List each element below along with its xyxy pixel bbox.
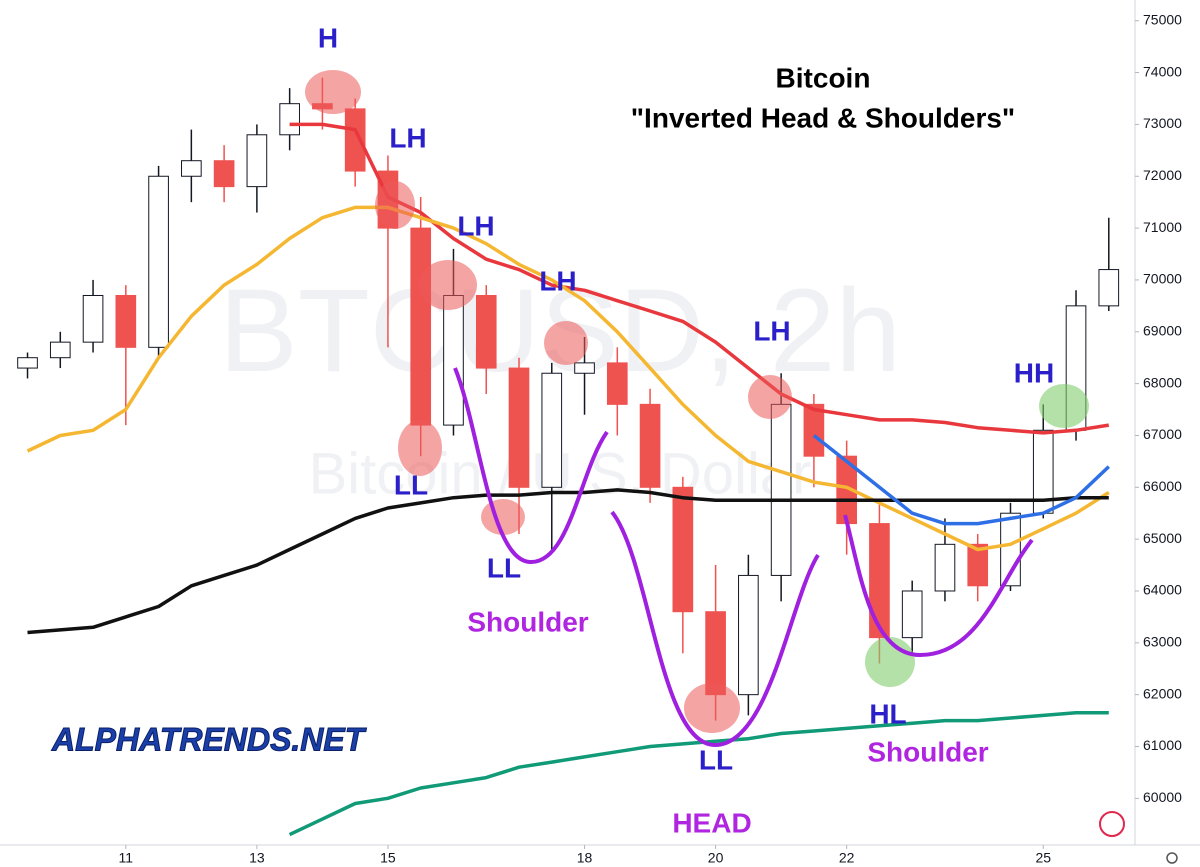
annotation: HEAD (672, 807, 751, 838)
candle-body (475, 294, 497, 369)
highlight-circle (865, 637, 915, 687)
highlight-circle (1039, 384, 1089, 428)
moving-average-line (288, 711, 1109, 837)
annotation: LH (389, 122, 426, 153)
x-tick-label: 11 (119, 850, 134, 866)
candle-body (574, 362, 595, 374)
y-tick-label: 68000 (1143, 374, 1182, 390)
x-tick-label: 13 (249, 850, 265, 866)
candle-body (869, 523, 890, 639)
highlight-circle (544, 321, 588, 365)
chart-subtitle: "Inverted Head & Shoulders" (631, 102, 1015, 133)
candle-body (181, 160, 202, 177)
x-tick-label: 25 (1035, 850, 1051, 866)
candle-body (279, 103, 300, 136)
moving-average-line (289, 122, 1110, 435)
highlight-circle (748, 375, 792, 419)
moving-average-line (27, 488, 1109, 635)
y-tick-label: 65000 (1143, 530, 1182, 546)
y-tick-label: 69000 (1143, 322, 1182, 338)
candle-body (934, 543, 956, 592)
highlight-circle (684, 683, 740, 733)
annotation: HH (1014, 357, 1054, 388)
annotation: Shoulder (467, 606, 588, 637)
annotation: HL (869, 698, 906, 729)
candle-body (410, 227, 432, 426)
candle-body (1098, 269, 1120, 307)
y-tick-label: 71000 (1143, 219, 1182, 235)
candle-body (82, 294, 104, 343)
y-tick-label: 64000 (1143, 582, 1182, 598)
y-tick-label: 67000 (1143, 426, 1182, 442)
logo: ALPHATRENDS.NET (51, 721, 367, 757)
candle-body (344, 108, 366, 172)
annotation-shapes (305, 70, 1089, 748)
y-tick-label: 62000 (1143, 685, 1182, 701)
candle-body (443, 294, 464, 426)
candle-body (803, 403, 825, 457)
x-tick-label: 15 (380, 850, 396, 866)
annotation: LL (487, 552, 521, 583)
x-tick-label: 18 (577, 850, 593, 866)
shoulder-curve (453, 367, 609, 565)
candle-body (115, 294, 137, 348)
candle-body (508, 367, 530, 488)
candle-body (770, 403, 792, 576)
candle-body (246, 134, 268, 188)
y-tick-label: 66000 (1143, 478, 1182, 494)
y-tick-label: 61000 (1143, 737, 1182, 753)
candle-body (639, 403, 661, 488)
candle-body (705, 611, 726, 696)
candle-body (672, 486, 694, 613)
chart-title: Bitcoin (776, 62, 871, 93)
shoulder-curve (843, 514, 1034, 658)
y-tick-label: 60000 (1143, 789, 1182, 805)
y-tick-label: 73000 (1143, 115, 1182, 131)
candle-body (901, 590, 923, 639)
annotation: LL (394, 469, 428, 500)
candle-body (17, 357, 38, 369)
annotation: H (318, 22, 338, 53)
y-tick-label: 74000 (1143, 63, 1182, 79)
bolt-icon[interactable] (1099, 811, 1125, 837)
highlight-circle (375, 181, 415, 229)
candle-body (606, 362, 628, 405)
x-tick-label: 20 (708, 850, 724, 866)
highlight-circle (305, 70, 361, 114)
candle-body (213, 160, 235, 188)
y-tick-label: 63000 (1143, 634, 1182, 650)
settings-icon[interactable] (1166, 852, 1178, 864)
y-tick-label: 72000 (1143, 167, 1182, 183)
highlight-circle (419, 260, 477, 310)
moving-average-line (812, 434, 1111, 526)
candle-body (541, 372, 563, 488)
head-curve (610, 510, 820, 748)
annotation: LH (539, 265, 576, 296)
annotation: LH (753, 315, 790, 346)
x-tick-label: 22 (839, 850, 855, 866)
highlight-circle (481, 499, 525, 535)
annotation: LH (457, 210, 494, 241)
y-tick-label: 75000 (1143, 11, 1182, 27)
candle-body (738, 574, 759, 696)
y-tick-label: 70000 (1143, 271, 1182, 287)
candle-body (148, 175, 169, 348)
annotation: LL (699, 744, 733, 775)
moving-average-line (26, 205, 1110, 552)
candle-body (49, 341, 71, 359)
plot (17, 77, 1120, 837)
candle-body (967, 543, 989, 587)
highlight-circle (398, 420, 442, 476)
annotation: Shoulder (867, 736, 988, 767)
